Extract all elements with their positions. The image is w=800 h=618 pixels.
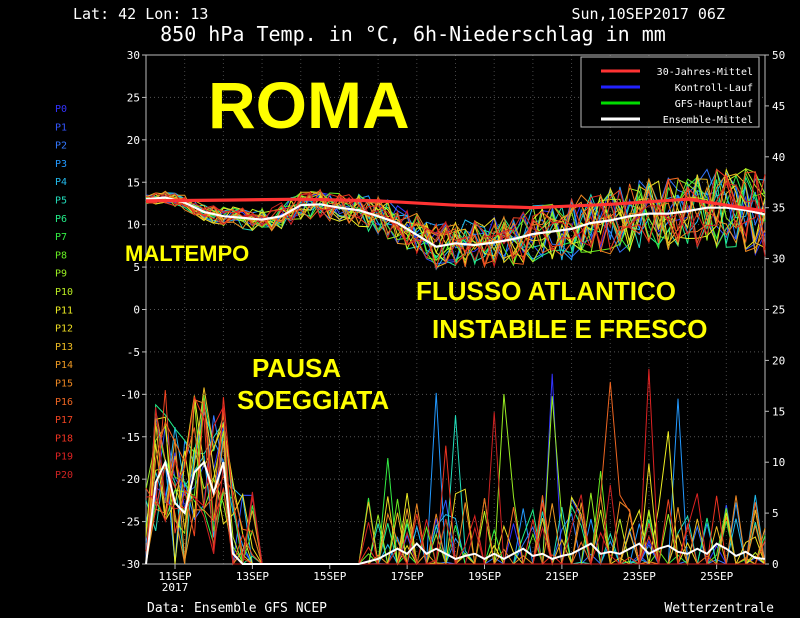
legend-label: Kontroll-Lauf bbox=[675, 83, 753, 94]
chart-title: 850 hPa Temp. in °C, 6h-Niederschlag in … bbox=[160, 22, 666, 46]
right-tick-label: 5 bbox=[772, 507, 779, 520]
member-label: P7 bbox=[55, 232, 67, 243]
right-tick-label: 45 bbox=[772, 100, 785, 113]
member-temp-line-P19 bbox=[145, 172, 766, 269]
member-label: P20 bbox=[55, 470, 73, 481]
right-tick-label: 35 bbox=[772, 202, 785, 215]
left-tick-label: -10 bbox=[120, 388, 140, 401]
x-tick-sublabel: 2017 bbox=[162, 581, 189, 594]
left-tick-label: 30 bbox=[127, 49, 140, 62]
overlay-flusso-2: INSTABILE E FRESCO bbox=[432, 314, 707, 344]
x-tick-label: 17SEP bbox=[391, 570, 424, 583]
overlay-flusso-1: FLUSSO ATLANTICO bbox=[416, 276, 676, 306]
member-label: P14 bbox=[55, 360, 73, 371]
left-tick-label: -20 bbox=[120, 473, 140, 486]
ensemble-mean-temp-line bbox=[145, 196, 766, 248]
legend-label: 30-Jahres-Mittel bbox=[657, 67, 753, 78]
member-label: P16 bbox=[55, 397, 73, 408]
member-list: P0 P1 P2 P3 P4 P5 P6 P7 P8 P9 P10 P11 P12 P13 P14 P15 P1… bbox=[55, 104, 73, 481]
right-tick-label: 10 bbox=[772, 456, 785, 469]
member-label: P9 bbox=[55, 269, 67, 280]
x-tick-label: 21SEP bbox=[545, 570, 578, 583]
axes: -30 -25 -20 -15 -10 -5 0 5 10 15 20 25 30 0 5 10 15 20 25 3… bbox=[120, 49, 785, 594]
overlay-city: ROMA bbox=[208, 68, 410, 142]
location-label: Lat: 42 Lon: 13 bbox=[73, 5, 208, 23]
datetime-label: Sun,10SEP2017 06Z bbox=[571, 5, 725, 23]
member-label: P3 bbox=[55, 159, 67, 170]
member-label: P0 bbox=[55, 104, 67, 115]
member-label: P10 bbox=[55, 287, 73, 298]
x-tick-label: 23SEP bbox=[623, 570, 656, 583]
overlay-pausa-1: PAUSA bbox=[252, 353, 341, 383]
left-tick-label: 0 bbox=[133, 304, 140, 317]
member-label: P2 bbox=[55, 141, 67, 152]
member-temp-line-P20 bbox=[145, 182, 766, 262]
left-tick-label: -30 bbox=[120, 558, 140, 571]
right-tick-label: 40 bbox=[772, 151, 785, 164]
overlay-pausa-2: SOEGGIATA bbox=[237, 385, 389, 415]
left-tick-label: 25 bbox=[127, 91, 140, 104]
right-tick-label: 50 bbox=[772, 49, 785, 62]
member-label: P15 bbox=[55, 379, 73, 390]
left-tick-label: 20 bbox=[127, 134, 140, 147]
x-tick-label: 11SEP bbox=[158, 570, 191, 583]
member-label: P4 bbox=[55, 177, 67, 188]
member-precip-line-P20 bbox=[145, 407, 765, 565]
climate-mean-line bbox=[145, 197, 766, 213]
left-tick-label: 5 bbox=[133, 261, 140, 274]
member-label: P5 bbox=[55, 196, 67, 207]
right-tick-label: 30 bbox=[772, 253, 785, 266]
left-tick-label: -25 bbox=[120, 516, 140, 529]
x-tick-label: 15SEP bbox=[313, 570, 346, 583]
main-series bbox=[145, 196, 766, 565]
overlay-maltempo: MALTEMPO bbox=[125, 241, 249, 266]
member-label: P18 bbox=[55, 433, 73, 444]
right-tick-label: 0 bbox=[772, 558, 779, 571]
x-tick-label: 13SEP bbox=[236, 570, 269, 583]
ensemble-mean-precip-line bbox=[145, 459, 766, 565]
member-precip-lines bbox=[145, 368, 766, 566]
left-tick-label: -5 bbox=[127, 346, 140, 359]
left-tick-label: -15 bbox=[120, 431, 140, 444]
left-tick-label: 10 bbox=[127, 219, 140, 232]
member-label: P17 bbox=[55, 415, 73, 426]
right-tick-label: 25 bbox=[772, 304, 785, 317]
legend-label: Ensemble-Mittel bbox=[663, 115, 753, 126]
member-label: P11 bbox=[55, 305, 73, 316]
x-tick-label: 25SEP bbox=[700, 570, 733, 583]
member-label: P6 bbox=[55, 214, 67, 225]
member-label: P8 bbox=[55, 250, 67, 261]
x-tick-label: 19SEP bbox=[468, 570, 501, 583]
member-label: P1 bbox=[55, 122, 67, 133]
member-label: P12 bbox=[55, 324, 73, 335]
member-label: P19 bbox=[55, 452, 73, 463]
member-label: P13 bbox=[55, 342, 73, 353]
legend-box bbox=[580, 56, 760, 128]
right-tick-label: 20 bbox=[772, 354, 785, 367]
left-tick-label: 15 bbox=[127, 176, 140, 189]
data-source: Data: Ensemble GFS NCEP bbox=[147, 601, 327, 616]
legend-label: GFS-Hauptlauf bbox=[675, 99, 753, 110]
legend: 30-Jahres-Mittel Kontroll-Lauf GFS-Hauptla… bbox=[580, 56, 760, 128]
brand-label: Wetterzentrale bbox=[664, 601, 774, 616]
right-tick-label: 15 bbox=[772, 405, 785, 418]
member-temp-line-P15 bbox=[145, 173, 766, 269]
